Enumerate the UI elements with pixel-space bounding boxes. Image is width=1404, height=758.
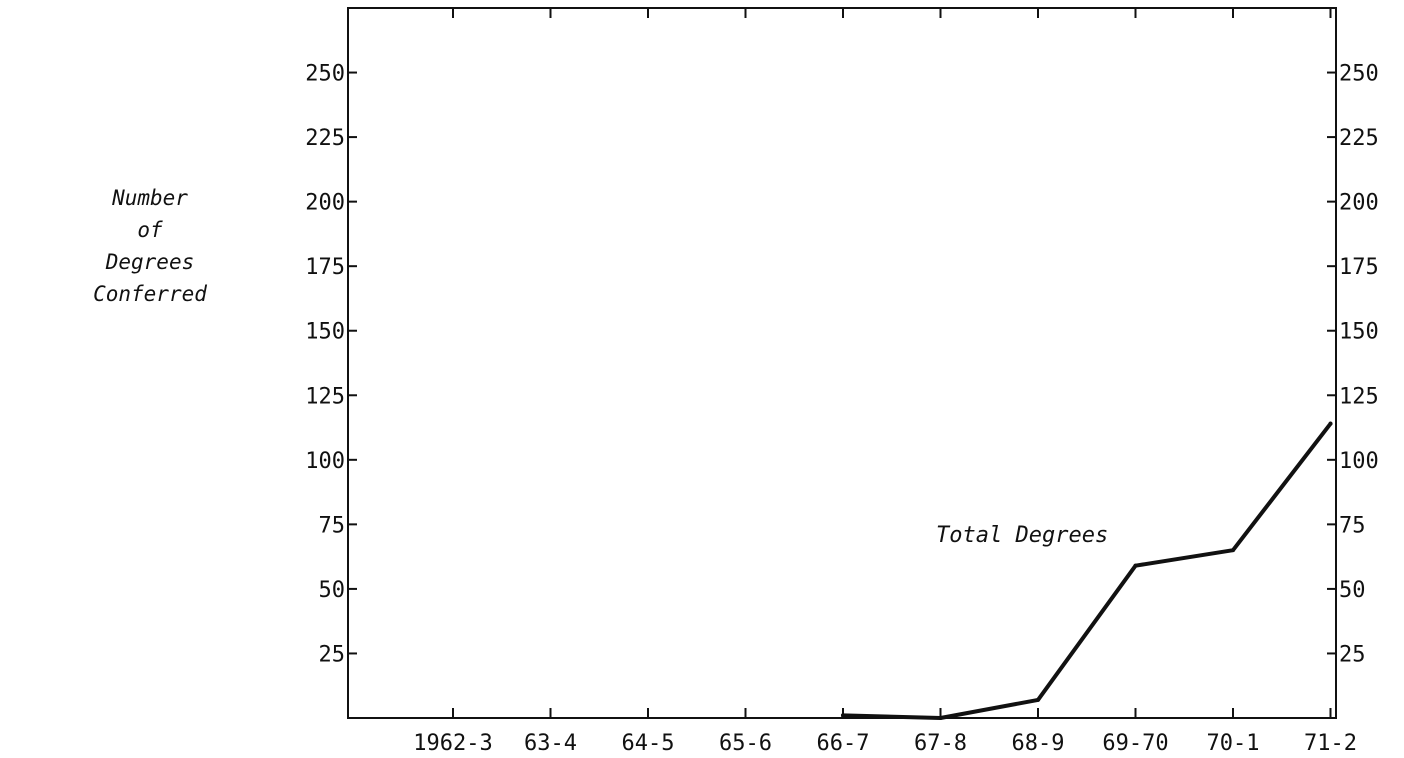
tick-labels: 25 25 50 50 75 75 100 100 125 125 150 150 175 175 200 2…: [305, 62, 1379, 756]
y-tick-label-right: 50: [1339, 578, 1366, 603]
y-axis-label-line-4: Conferred: [93, 282, 207, 306]
y-tick-label-left: 125: [305, 384, 345, 409]
plot-frame: [347, 7, 1337, 719]
y-axis-label: Number of Degrees Conferred: [50, 182, 250, 310]
x-tick-label: 71-2: [1304, 731, 1357, 756]
y-tick-label-right: 200: [1339, 191, 1379, 216]
data-point-71-2: [1328, 421, 1333, 426]
x-tick-label: 67-8: [914, 731, 967, 756]
y-tick-label-left: 225: [305, 126, 345, 151]
series-group: [841, 421, 1333, 720]
y-tick-label-left: 100: [305, 449, 345, 474]
x-tick-label: 1962-3: [413, 731, 492, 756]
y-tick-label-right: 125: [1339, 384, 1379, 409]
y-tick-label-right: 150: [1339, 320, 1379, 345]
annotation-total-degrees: Total Degrees: [936, 523, 1108, 548]
x-tick-label: 65-6: [719, 731, 772, 756]
x-tick-label: 68-9: [1012, 731, 1065, 756]
y-tick-label-left: 50: [319, 578, 346, 603]
data-point-69-70: [1133, 563, 1138, 568]
x-tick-label: 66-7: [817, 731, 870, 756]
data-point-68-9: [1036, 697, 1040, 702]
data-point-70-1: [1231, 548, 1235, 553]
axis-ticks: [347, 7, 1337, 719]
y-tick-label-left: 75: [319, 513, 346, 538]
y-tick-label-left: 200: [305, 191, 345, 216]
data-point-66-7: [841, 713, 845, 718]
x-tick-label: 64-5: [622, 731, 675, 756]
y-axis-label-line-3: Degrees: [105, 250, 195, 274]
data-point-67-8: [938, 716, 943, 720]
y-tick-label-right: 75: [1339, 513, 1366, 538]
x-tick-label: 63-4: [524, 731, 577, 756]
y-tick-label-left: 250: [305, 62, 345, 87]
y-tick-label-left: 150: [305, 320, 345, 345]
y-tick-label-left: 175: [305, 255, 345, 280]
x-tick-label: 69-70: [1102, 731, 1168, 756]
y-tick-label-right: 225: [1339, 126, 1379, 151]
y-tick-label-right: 250: [1339, 62, 1379, 87]
x-tick-label: 70-1: [1207, 731, 1260, 756]
y-tick-label-right: 175: [1339, 255, 1379, 280]
y-axis-label-line-1: Number: [112, 186, 188, 210]
y-tick-label-right: 100: [1339, 449, 1379, 474]
y-axis-label-line-2: of: [137, 218, 163, 242]
y-tick-label-left: 25: [319, 642, 346, 667]
series-line-total-degrees: [841, 421, 1333, 720]
y-tick-label-right: 25: [1339, 642, 1366, 667]
